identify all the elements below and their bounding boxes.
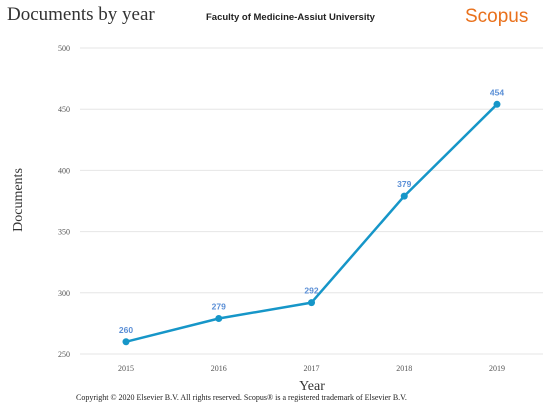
data-label: 260 (119, 325, 133, 335)
data-label: 292 (304, 286, 318, 296)
copyright-notice: Copyright © 2020 Elsevier B.V. All right… (76, 393, 407, 402)
data-label: 454 (490, 87, 504, 97)
data-point (400, 192, 408, 200)
y-tick-label: 250 (58, 350, 70, 359)
y-axis-ticks: 250 300 350 400 450 500 (58, 44, 70, 359)
series-line-path (125, 103, 498, 343)
x-tick-label: 2017 (304, 364, 320, 373)
y-tick-label: 350 (58, 228, 70, 237)
y-tick-label: 300 (58, 289, 70, 298)
data-labels: 260 279 292 379 454 (119, 87, 504, 334)
x-tick-label: 2018 (396, 364, 412, 373)
y-tick-label: 500 (58, 44, 70, 53)
data-point (122, 338, 130, 346)
scopus-logo: Scopus (465, 6, 529, 27)
data-point (493, 100, 501, 108)
institution-subtitle: Faculty of Medicine-Assiut University (206, 12, 375, 23)
data-points (122, 100, 501, 346)
x-axis-label: Year (299, 379, 325, 394)
y-tick-label: 400 (58, 166, 70, 175)
x-axis-ticks: 2015 2016 2017 2018 2019 (118, 364, 505, 373)
series-line (125, 103, 498, 343)
x-tick-label: 2019 (489, 364, 505, 373)
x-tick-label: 2015 (118, 364, 134, 373)
data-label: 279 (212, 302, 226, 312)
chart-title: Documents by year (7, 4, 155, 25)
data-point (215, 315, 223, 323)
y-axis-label: Documents (11, 168, 26, 232)
gridlines (80, 47, 543, 355)
y-tick-label: 450 (58, 105, 70, 114)
data-label: 379 (397, 179, 411, 189)
data-point (308, 299, 315, 307)
x-tick-label: 2016 (211, 364, 227, 373)
